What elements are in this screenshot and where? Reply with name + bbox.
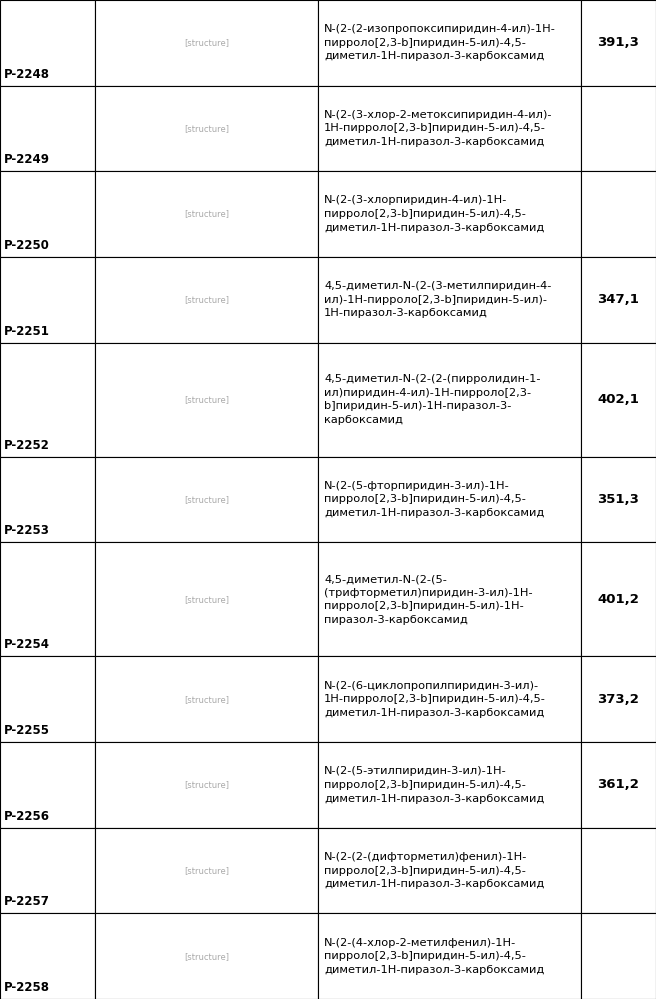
Text: [structure]: [structure]: [184, 395, 229, 405]
Bar: [95, 656, 318, 742]
Text: P-2250: P-2250: [4, 239, 50, 252]
Bar: [318, 343, 581, 457]
Text: 401,2: 401,2: [598, 592, 639, 606]
Bar: [581, 656, 656, 742]
Bar: [95, 343, 318, 457]
Text: [structure]: [structure]: [184, 295, 229, 305]
Text: N-(2-(6-циклопропилпиридин-3-ил)-
1H-пирроло[2,3-b]пиридин-5-ил)-4,5-
диметил-1H: N-(2-(6-циклопропилпиридин-3-ил)- 1H-пир…: [324, 680, 546, 718]
Text: N-(2-(2-изопропоксипиридин-4-ил)-1H-
пирроло[2,3-b]пиридин-5-ил)-4,5-
диметил-1H: N-(2-(2-изопропоксипиридин-4-ил)-1H- пир…: [324, 24, 556, 61]
Bar: [318, 828, 581, 913]
Text: P-2254: P-2254: [4, 638, 50, 651]
Text: N-(2-(4-хлор-2-метилфенил)-1H-
пирроло[2,3-b]пиридин-5-ил)-4,5-
диметил-1H-пираз: N-(2-(4-хлор-2-метилфенил)-1H- пирроло[2…: [324, 938, 544, 975]
Bar: [318, 742, 581, 828]
Text: 347,1: 347,1: [598, 293, 639, 307]
Bar: [0, 828, 95, 913]
Text: 402,1: 402,1: [598, 393, 639, 407]
Bar: [0, 742, 95, 828]
Text: [structure]: [structure]: [184, 495, 229, 504]
Bar: [95, 828, 318, 913]
Bar: [581, 828, 656, 913]
Text: [structure]: [structure]: [184, 210, 229, 219]
Text: [structure]: [structure]: [184, 694, 229, 704]
Text: [structure]: [structure]: [184, 38, 229, 47]
Text: N-(2-(3-хлорпиридин-4-ил)-1H-
пирроло[2,3-b]пиридин-5-ил)-4,5-
диметил-1H-пиразо: N-(2-(3-хлорпиридин-4-ил)-1H- пирроло[2,…: [324, 196, 544, 233]
Bar: [581, 257, 656, 343]
Bar: [581, 171, 656, 257]
Bar: [0, 457, 95, 542]
Text: 4,5-диметил-N-(2-(3-метилпиридин-4-
ил)-1H-пирроло[2,3-b]пиридин-5-ил)-
1H-пираз: 4,5-диметил-N-(2-(3-метилпиридин-4- ил)-…: [324, 281, 552, 319]
Text: [structure]: [structure]: [184, 124, 229, 133]
Bar: [95, 171, 318, 257]
Bar: [318, 0, 581, 86]
Text: P-2255: P-2255: [4, 724, 50, 737]
Bar: [318, 457, 581, 542]
Text: 4,5-диметил-N-(2-(5-
(трифторметил)пиридин-3-ил)-1H-
пирроло[2,3-b]пиридин-5-ил): 4,5-диметил-N-(2-(5- (трифторметил)пирид…: [324, 574, 533, 624]
Bar: [0, 542, 95, 656]
Bar: [581, 86, 656, 171]
Bar: [581, 0, 656, 86]
Text: N-(2-(3-хлор-2-метоксипиридин-4-ил)-
1H-пирроло[2,3-b]пиридин-5-ил)-4,5-
диметил: N-(2-(3-хлор-2-метоксипиридин-4-ил)- 1H-…: [324, 110, 552, 147]
Bar: [581, 742, 656, 828]
Bar: [581, 457, 656, 542]
Text: P-2248: P-2248: [4, 68, 50, 81]
Bar: [581, 542, 656, 656]
Text: [structure]: [structure]: [184, 594, 229, 604]
Bar: [318, 656, 581, 742]
Text: P-2252: P-2252: [4, 439, 50, 452]
Bar: [95, 86, 318, 171]
Bar: [318, 257, 581, 343]
Bar: [0, 656, 95, 742]
Bar: [95, 742, 318, 828]
Bar: [0, 343, 95, 457]
Text: 391,3: 391,3: [598, 36, 639, 49]
Bar: [95, 542, 318, 656]
Text: [structure]: [structure]: [184, 952, 229, 961]
Bar: [95, 913, 318, 999]
Text: P-2258: P-2258: [4, 981, 50, 994]
Text: 373,2: 373,2: [598, 692, 639, 706]
Bar: [318, 171, 581, 257]
Text: 4,5-диметил-N-(2-(2-(пирролидин-1-
ил)пиридин-4-ил)-1H-пирроло[2,3-
b]пиридин-5-: 4,5-диметил-N-(2-(2-(пирролидин-1- ил)пи…: [324, 375, 541, 425]
Text: P-2249: P-2249: [4, 153, 50, 166]
Bar: [581, 343, 656, 457]
Text: N-(2-(5-фторпиридин-3-ил)-1H-
пирроло[2,3-b]пиридин-5-ил)-4,5-
диметил-1H-пиразо: N-(2-(5-фторпиридин-3-ил)-1H- пирроло[2,…: [324, 481, 544, 518]
Bar: [318, 913, 581, 999]
Text: N-(2-(2-(дифторметил)фенил)-1H-
пирроло[2,3-b]пиридин-5-ил)-4,5-
диметил-1H-пира: N-(2-(2-(дифторметил)фенил)-1H- пирроло[…: [324, 852, 544, 889]
Text: 361,2: 361,2: [598, 778, 639, 791]
Bar: [95, 0, 318, 86]
Text: P-2251: P-2251: [4, 325, 50, 338]
Bar: [0, 0, 95, 86]
Text: [structure]: [structure]: [184, 780, 229, 789]
Bar: [581, 913, 656, 999]
Text: P-2253: P-2253: [4, 524, 50, 537]
Bar: [0, 171, 95, 257]
Bar: [0, 913, 95, 999]
Bar: [0, 86, 95, 171]
Bar: [95, 257, 318, 343]
Text: [structure]: [structure]: [184, 866, 229, 875]
Text: P-2256: P-2256: [4, 810, 50, 823]
Text: N-(2-(5-этилпиридин-3-ил)-1H-
пирроло[2,3-b]пиридин-5-ил)-4,5-
диметил-1H-пиразо: N-(2-(5-этилпиридин-3-ил)-1H- пирроло[2,…: [324, 766, 544, 803]
Bar: [318, 542, 581, 656]
Text: 351,3: 351,3: [598, 493, 639, 506]
Bar: [95, 457, 318, 542]
Text: P-2257: P-2257: [4, 895, 50, 908]
Bar: [318, 86, 581, 171]
Bar: [0, 257, 95, 343]
